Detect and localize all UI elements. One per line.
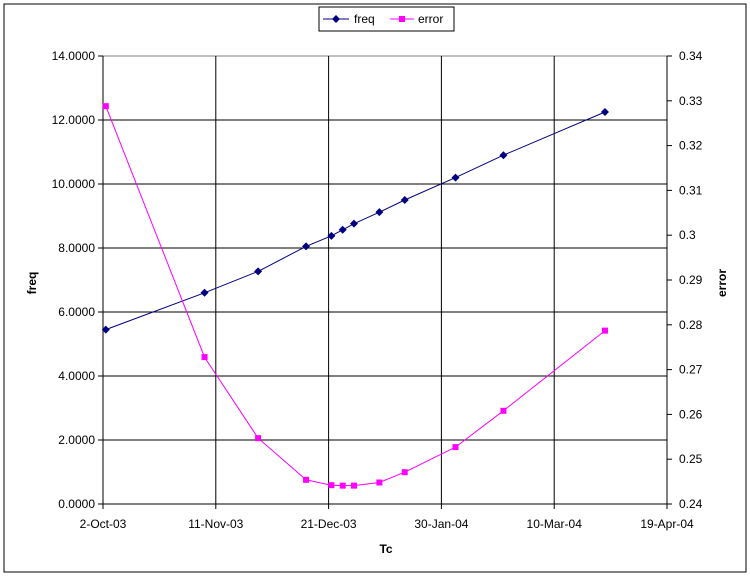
y-left-tick-label: 12.0000: [52, 113, 96, 127]
y-right-tick-label: 0.33: [679, 94, 703, 108]
data-point-error: [303, 476, 310, 483]
x-tick-label: 30-Jan-04: [414, 517, 468, 531]
grid: [103, 56, 667, 504]
data-point-error: [102, 103, 109, 110]
data-point-freq: [254, 267, 263, 276]
data-point-error: [339, 482, 346, 489]
x-tick-label: 2-Oct-03: [80, 517, 127, 531]
y-right-tick-label: 0.24: [679, 497, 703, 511]
y-right-tick-label: 0.32: [679, 139, 703, 153]
data-point-freq: [400, 196, 409, 204]
y-left-tick-label: 6.0000: [58, 305, 95, 319]
y-left-tick-label: 2.0000: [58, 433, 95, 447]
axes: 0.0000 2.0000 4.0000 6.0000 8.0000 10.0000 12.…: [52, 49, 703, 531]
x-tick-label: 21-Dec-03: [301, 517, 357, 531]
y-left-tick-label: 8.0000: [58, 241, 95, 255]
y-right-tick-label: 0.27: [679, 363, 703, 377]
data-point-error: [201, 354, 208, 361]
y-left-tick-label: 4.0000: [58, 369, 95, 383]
y-right-tick-label: 0.26: [679, 407, 703, 421]
y-left-tick-label: 14.0000: [52, 49, 96, 63]
data-point-error: [350, 482, 357, 489]
y-right-tick-label: 0.31: [679, 183, 703, 197]
y-right-tick-label: 0.28: [679, 318, 703, 332]
data-point-freq: [200, 288, 209, 297]
y-left-tick-label: 0.0000: [58, 497, 95, 511]
data-point-freq: [375, 208, 384, 217]
data-point-freq: [327, 231, 336, 240]
x-tick-label: 19-Apr-04: [640, 517, 694, 531]
legend-freq-label: freq: [354, 12, 375, 26]
data-point-freq: [349, 219, 358, 228]
data-point-freq: [101, 325, 110, 334]
data-point-freq: [338, 225, 347, 234]
data-point-freq: [451, 173, 460, 182]
y-axis-left-label: freq: [25, 272, 39, 295]
series-freq: [101, 108, 609, 334]
data-point-error: [328, 482, 335, 489]
y-right-tick-label: 0.25: [679, 452, 703, 466]
legend-error-marker: [399, 16, 405, 22]
series-line-freq: [105, 111, 606, 331]
data-point-error: [601, 327, 608, 334]
data-point-error: [255, 435, 262, 442]
y-axis-right-label: error: [715, 269, 729, 297]
legend: freq error: [318, 6, 455, 32]
series-layer: [101, 103, 609, 489]
y-right-tick-label: 0.29: [679, 273, 703, 287]
y-right-tick-label: 0.3: [679, 228, 696, 242]
y-left-tick-label: 10.0000: [52, 177, 96, 191]
legend-freq-marker: [332, 15, 340, 23]
data-point-error: [376, 479, 383, 486]
x-tick-label: 10-Mar-04: [527, 517, 583, 531]
data-point-error: [452, 444, 459, 451]
x-axis-label: Tc: [379, 542, 392, 556]
data-point-freq: [600, 108, 609, 116]
data-point-freq: [302, 242, 311, 251]
series-error: [102, 103, 608, 489]
legend-error-label: error: [418, 12, 443, 26]
series-line-error: [105, 106, 606, 487]
plot-area: [102, 55, 668, 505]
y-right-tick-label: 0.34: [679, 49, 703, 63]
data-point-error: [401, 469, 408, 476]
x-tick-label: 11-Nov-03: [188, 517, 243, 531]
data-point-freq: [499, 151, 508, 160]
data-point-error: [500, 407, 507, 414]
